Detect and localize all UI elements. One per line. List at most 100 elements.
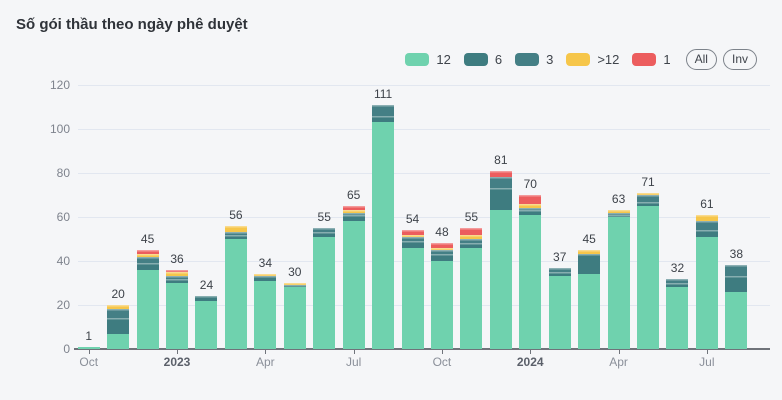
bar-segment-gt-12[interactable] — [401, 234, 424, 237]
bar-segment-3[interactable] — [607, 212, 630, 215]
all-button[interactable]: All — [685, 49, 717, 70]
bar-segment-3[interactable] — [460, 239, 483, 244]
bar-segment-3[interactable] — [401, 236, 424, 242]
bar-segment-12[interactable] — [254, 280, 277, 349]
bar[interactable]: 63 — [607, 192, 630, 349]
bar-segment-3[interactable] — [166, 276, 189, 279]
bar-segment-6[interactable] — [489, 188, 512, 211]
bar[interactable]: 45 — [136, 232, 159, 349]
bar-segment-1[interactable] — [401, 230, 424, 235]
bar-segment-12[interactable] — [666, 287, 689, 349]
bar-segment-6[interactable] — [637, 201, 660, 206]
bar-segment-12[interactable] — [77, 346, 100, 349]
bar-segment-3[interactable] — [136, 256, 159, 264]
bar-segment-1[interactable] — [166, 269, 189, 273]
bar-segment-6[interactable] — [430, 254, 453, 261]
bar-segment-gt-12[interactable] — [607, 210, 630, 213]
bar-segment-3[interactable] — [637, 195, 660, 202]
bar-segment-3[interactable] — [489, 177, 512, 189]
bar-segment-gt-12[interactable] — [430, 247, 453, 251]
bar-segment-3[interactable] — [666, 278, 689, 284]
bar-segment-12[interactable] — [342, 221, 365, 349]
bar-segment-gt-12[interactable] — [519, 203, 542, 209]
legend-item-1[interactable]: 1 — [632, 52, 671, 67]
bar-segment-12[interactable] — [548, 276, 571, 349]
bar-segment-3[interactable] — [725, 265, 748, 277]
bar-segment-gt-12[interactable] — [224, 225, 247, 233]
bar-segment-1[interactable] — [519, 195, 542, 204]
bar-segment-6[interactable] — [342, 214, 365, 222]
bar-segment-12[interactable] — [637, 206, 660, 349]
bar[interactable]: 55 — [313, 210, 336, 349]
bar-segment-6[interactable] — [107, 318, 130, 334]
bar-segment-gt-12[interactable] — [578, 250, 601, 255]
bar-segment-gt-12[interactable] — [342, 210, 365, 213]
bar[interactable]: 54 — [401, 212, 424, 349]
bar-segment-1[interactable] — [342, 206, 365, 211]
bar-segment-12[interactable] — [166, 283, 189, 349]
bar[interactable]: 38 — [725, 247, 748, 349]
bar-segment-6[interactable] — [166, 278, 189, 283]
bar[interactable]: 1 — [77, 329, 100, 349]
bar-segment-6[interactable] — [313, 232, 336, 237]
bar[interactable]: 81 — [489, 153, 512, 349]
bar-segment-6[interactable] — [224, 234, 247, 239]
bar[interactable]: 20 — [107, 287, 130, 349]
bar[interactable]: 36 — [166, 252, 189, 349]
bar-segment-12[interactable] — [224, 239, 247, 349]
legend-item-6[interactable]: 6 — [463, 52, 502, 67]
legend-item-gt-12[interactable]: >12 — [566, 52, 619, 67]
bar-segment-3[interactable] — [224, 232, 247, 235]
bar-segment-6[interactable] — [725, 276, 748, 292]
bar-segment-6[interactable] — [607, 214, 630, 217]
bar[interactable]: 34 — [254, 256, 277, 349]
bar-segment-12[interactable] — [430, 261, 453, 349]
bar[interactable]: 55 — [460, 210, 483, 349]
bar-segment-6[interactable] — [548, 272, 571, 277]
legend-item-12[interactable]: 12 — [405, 52, 451, 67]
bar-segment-gt-12[interactable] — [695, 214, 718, 222]
bar[interactable]: 70 — [519, 177, 542, 349]
bar-segment-1[interactable] — [430, 243, 453, 248]
bar-segment-12[interactable] — [107, 333, 130, 349]
bar-segment-3[interactable] — [430, 250, 453, 255]
bar[interactable]: 56 — [224, 208, 247, 349]
bar-segment-12[interactable] — [578, 274, 601, 349]
bar-segment-6[interactable] — [372, 115, 395, 123]
bar-segment-3[interactable] — [342, 212, 365, 215]
bar-segment-6[interactable] — [578, 254, 601, 275]
bar-segment-3[interactable] — [519, 208, 542, 211]
bar-segment-12[interactable] — [136, 269, 159, 349]
bar-segment-6[interactable] — [401, 241, 424, 248]
bar-segment-1[interactable] — [136, 250, 159, 255]
bar-segment-12[interactable] — [460, 247, 483, 349]
bar[interactable]: 32 — [666, 261, 689, 349]
bar-segment-6[interactable] — [254, 276, 277, 281]
bar-segment-3[interactable] — [107, 309, 130, 319]
legend-item-3[interactable]: 3 — [515, 52, 553, 67]
bar-segment-gt-12[interactable] — [166, 272, 189, 277]
bar-segment-6[interactable] — [519, 210, 542, 215]
bar-segment-3[interactable] — [372, 104, 395, 116]
bar[interactable]: 61 — [695, 197, 718, 349]
bar[interactable]: 30 — [283, 265, 306, 349]
bar-segment-12[interactable] — [489, 210, 512, 349]
bar[interactable]: 65 — [342, 188, 365, 349]
bar[interactable]: 48 — [430, 225, 453, 349]
bar-segment-3[interactable] — [548, 267, 571, 273]
bar[interactable]: 71 — [637, 175, 660, 349]
inv-button[interactable]: Inv — [722, 49, 757, 70]
bar[interactable]: 37 — [548, 250, 571, 349]
bar-segment-12[interactable] — [195, 300, 218, 349]
bar-segment-gt-12[interactable] — [136, 254, 159, 257]
bar-segment-12[interactable] — [695, 236, 718, 349]
bar-segment-gt-12[interactable] — [637, 192, 660, 196]
bar-segment-3[interactable] — [695, 221, 718, 231]
bar-segment-6[interactable] — [283, 285, 306, 288]
bar[interactable]: 111 — [372, 87, 395, 349]
bar-segment-12[interactable] — [401, 247, 424, 349]
bar-segment-12[interactable] — [372, 122, 395, 349]
bar-segment-12[interactable] — [519, 214, 542, 349]
bar-segment-6[interactable] — [460, 243, 483, 248]
bar-segment-6[interactable] — [195, 296, 218, 301]
